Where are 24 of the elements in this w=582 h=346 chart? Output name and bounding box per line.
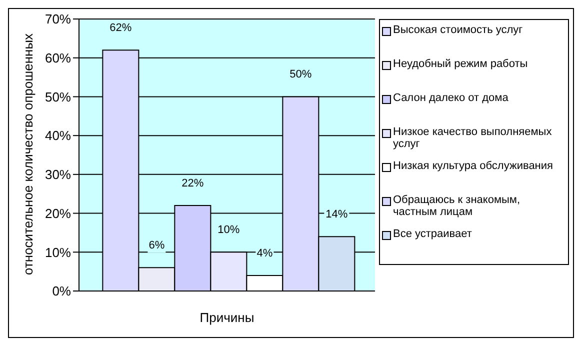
data-label: 6% — [148, 240, 165, 252]
x-tick-label: Причины — [200, 310, 254, 326]
legend-label: Обращаюсь к знакомым, частным лицам — [393, 194, 522, 218]
legend-label: Низкое качество выполняемых услуг — [393, 126, 553, 150]
legend-label: Высокая стоимость услуг — [393, 24, 523, 36]
legend-label: Неудобный режим работы — [393, 58, 528, 70]
y-tick-label: 10% — [44, 244, 72, 260]
y-tick-label: 50% — [44, 89, 72, 104]
data-label: 10% — [218, 224, 240, 236]
legend-label: Низкая культура обслуживания — [393, 160, 553, 172]
data-label: 22% — [182, 178, 204, 190]
y-tick-label: 40% — [44, 128, 72, 144]
y-tick-label: 0% — [52, 284, 72, 299]
y-tick-label: 60% — [44, 50, 72, 66]
y-tick-label: 70% — [44, 12, 72, 27]
y-axis-title: относительное количество опрошенных — [20, 32, 36, 275]
y-tick-label: 20% — [44, 206, 72, 221]
data-label: 50% — [290, 68, 312, 81]
data-label: 4% — [256, 247, 273, 260]
y-tick-label: 30% — [44, 167, 72, 182]
data-label: 14% — [326, 208, 348, 221]
data-label: 62% — [110, 22, 132, 34]
legend-label: Все устраивает — [393, 228, 472, 240]
legend-label: Салон далеко от дома — [393, 92, 508, 104]
